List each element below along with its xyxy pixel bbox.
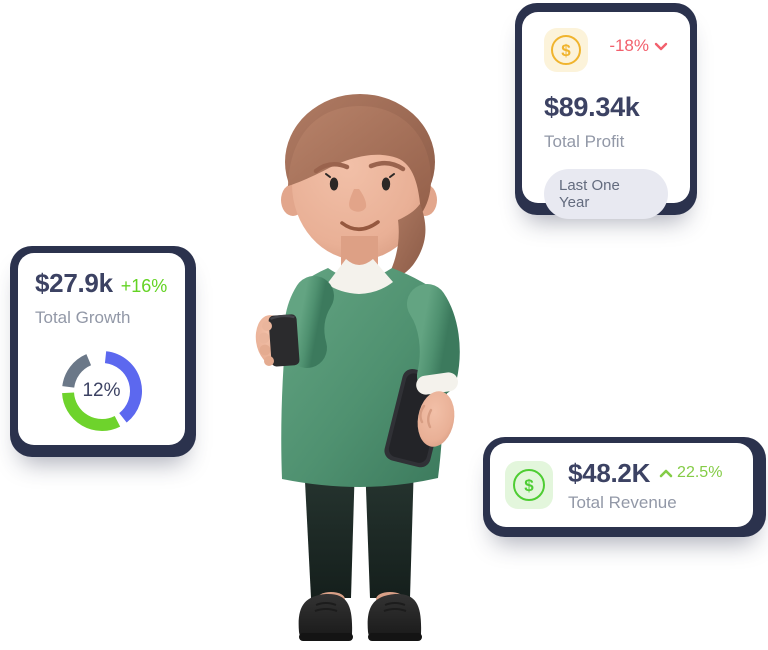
sleeve-right (407, 284, 460, 396)
shirt-collar (327, 259, 393, 294)
nose (349, 189, 367, 212)
chevron-up-icon (659, 469, 673, 477)
person-illustration (255, 94, 460, 641)
period-badge: Last One Year (544, 169, 668, 219)
hand-right (417, 391, 455, 447)
growth-card: $27.9k +16% Total Growth 12% (18, 253, 185, 445)
finger (262, 321, 272, 331)
shoe-sole-right (368, 633, 422, 641)
pant-leg-left (304, 462, 355, 598)
shoe-right (367, 593, 422, 640)
shoe-laces-left (314, 602, 338, 612)
hair-fringe (288, 106, 431, 214)
dollar-coin-icon: $ (505, 461, 553, 509)
eye-left (329, 177, 339, 191)
chevron-down-icon (654, 42, 668, 50)
revenue-card: $ $48.2K 22.5% Total Revenue (490, 443, 753, 527)
revenue-change: 22.5% (659, 464, 722, 482)
profit-change-value: -18% (609, 36, 649, 55)
dollar-coin-icon: $ (544, 28, 588, 72)
sleeve-left (284, 276, 334, 368)
donut-segment-blue (104, 351, 142, 423)
shoe-sole-left (299, 633, 353, 641)
revenue-change-value: 22.5% (677, 464, 723, 481)
growth-value: $27.9k (35, 268, 113, 298)
shoe-left (298, 593, 353, 640)
growth-card-backplate: $27.9k +16% Total Growth 12% (10, 246, 196, 457)
finger (264, 356, 274, 366)
finger (258, 332, 270, 344)
donut-chart-svg (61, 351, 142, 431)
dollar-glyph: $ (513, 469, 545, 501)
profit-label: Total Profit (544, 132, 625, 151)
hand-right-fingers (419, 404, 433, 429)
shoe-laces-right (383, 602, 407, 612)
eyelash-left (325, 173, 331, 178)
growth-label: Total Growth (35, 308, 131, 327)
donut-segment-green (61, 392, 120, 431)
profit-value: $89.34k (544, 92, 640, 122)
eye-right (381, 177, 391, 191)
profit-card: $ -18% $89.34k Total Profit Last One Yea… (522, 12, 690, 219)
eyebrow-right (368, 160, 406, 172)
eyelash-right (389, 173, 395, 178)
mouth-smile (340, 220, 380, 232)
profit-change-dropdown[interactable]: -18% (609, 36, 668, 56)
growth-change: +16% (120, 276, 168, 296)
finger (259, 344, 271, 356)
shirt-cuff-right (416, 372, 458, 395)
mug (268, 314, 300, 367)
hair-strand (384, 204, 426, 284)
profit-card-backplate: $ -18% $89.34k Total Profit Last One Yea… (515, 3, 697, 219)
donut-center-label: 12% (82, 380, 121, 401)
pant-leg-right (365, 462, 414, 598)
revenue-label: Total Revenue (568, 492, 677, 512)
eyebrow-left (313, 162, 350, 174)
donut-segment-gray (61, 354, 91, 388)
growth-donut-chart: 12% (35, 345, 168, 437)
revenue-card-backplate: $ $48.2K 22.5% Total Revenue (483, 437, 766, 537)
dollar-glyph: $ (551, 35, 581, 65)
revenue-value: $48.2K (568, 457, 651, 488)
